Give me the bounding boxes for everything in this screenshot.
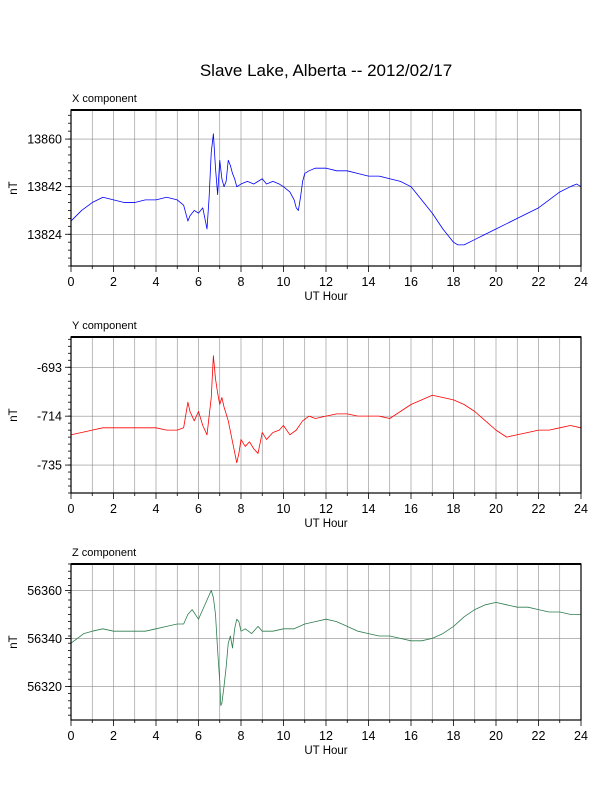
z-x-tick-label: 22 — [532, 729, 546, 743]
y-x-tick-label: 14 — [362, 502, 376, 516]
y-x-tick-label: 16 — [404, 502, 418, 516]
x-x-tick-label: 22 — [532, 275, 546, 289]
y-x-tick-label: 24 — [574, 502, 588, 516]
x-x-tick-label: 24 — [574, 275, 588, 289]
z-x-tick-label: 8 — [238, 729, 245, 743]
x-x-axis-label: UT Hour — [304, 291, 347, 303]
z-y-tick-label: 56360 — [27, 584, 62, 598]
y-x-tick-label: 18 — [447, 502, 461, 516]
chart-title: Slave Lake, Alberta -- 2012/02/17 — [200, 61, 452, 80]
x-x-tick-label: 16 — [404, 275, 418, 289]
z-x-tick-label: 24 — [574, 729, 588, 743]
y-y-tick-label: -735 — [37, 459, 62, 473]
x-x-tick-label: 8 — [238, 275, 245, 289]
y-x-tick-label: 20 — [489, 502, 503, 516]
x-x-tick-label: 4 — [153, 275, 160, 289]
x-x-tick-label: 0 — [68, 275, 75, 289]
y-x-tick-label: 0 — [68, 502, 75, 516]
x-y-axis-label: nT — [8, 181, 20, 194]
y-panel-title: Y component — [72, 320, 137, 332]
x-x-tick-label: 12 — [319, 275, 333, 289]
z-x-tick-label: 16 — [404, 729, 418, 743]
x-x-tick-label: 6 — [195, 275, 202, 289]
z-x-axis-label: UT Hour — [304, 745, 347, 757]
z-x-tick-label: 14 — [362, 729, 376, 743]
z-data-line — [70, 590, 581, 706]
z-y-axis-label: nT — [8, 635, 20, 648]
y-x-tick-label: 2 — [110, 502, 117, 516]
z-y-tick-label: 56340 — [27, 632, 62, 646]
x-x-tick-label: 18 — [447, 275, 461, 289]
x-y-tick-label: 13824 — [27, 228, 62, 242]
x-y-tick-label: 13842 — [27, 180, 62, 194]
x-x-tick-label: 14 — [362, 275, 376, 289]
z-x-tick-label: 2 — [110, 729, 117, 743]
z-y-tick-label: 56320 — [27, 680, 62, 694]
z-x-tick-label: 10 — [277, 729, 291, 743]
x-x-tick-label: 2 — [110, 275, 117, 289]
z-panel-title: Z component — [72, 547, 136, 559]
x-x-tick-label: 20 — [489, 275, 503, 289]
y-data-line — [70, 355, 582, 464]
y-x-tick-label: 10 — [277, 502, 291, 516]
z-x-tick-label: 4 — [153, 729, 160, 743]
y-y-tick-label: -714 — [37, 410, 62, 424]
x-y-tick-label: 13860 — [27, 133, 62, 147]
y-x-tick-label: 12 — [319, 502, 333, 516]
y-y-tick-label: -693 — [37, 361, 62, 375]
x-x-tick-label: 10 — [277, 275, 291, 289]
y-x-axis-label: UT Hour — [304, 518, 347, 530]
z-x-tick-label: 18 — [447, 729, 461, 743]
y-x-tick-label: 22 — [532, 502, 546, 516]
y-x-tick-label: 4 — [153, 502, 160, 516]
y-x-tick-label: 6 — [195, 502, 202, 516]
y-y-axis-label: nT — [8, 408, 20, 421]
x-data-line — [70, 133, 582, 246]
z-x-tick-label: 12 — [319, 729, 333, 743]
z-x-tick-label: 6 — [195, 729, 202, 743]
z-x-tick-label: 20 — [489, 729, 503, 743]
z-x-tick-label: 0 — [68, 729, 75, 743]
x-panel-title: X component — [72, 93, 137, 105]
y-x-tick-label: 8 — [238, 502, 245, 516]
